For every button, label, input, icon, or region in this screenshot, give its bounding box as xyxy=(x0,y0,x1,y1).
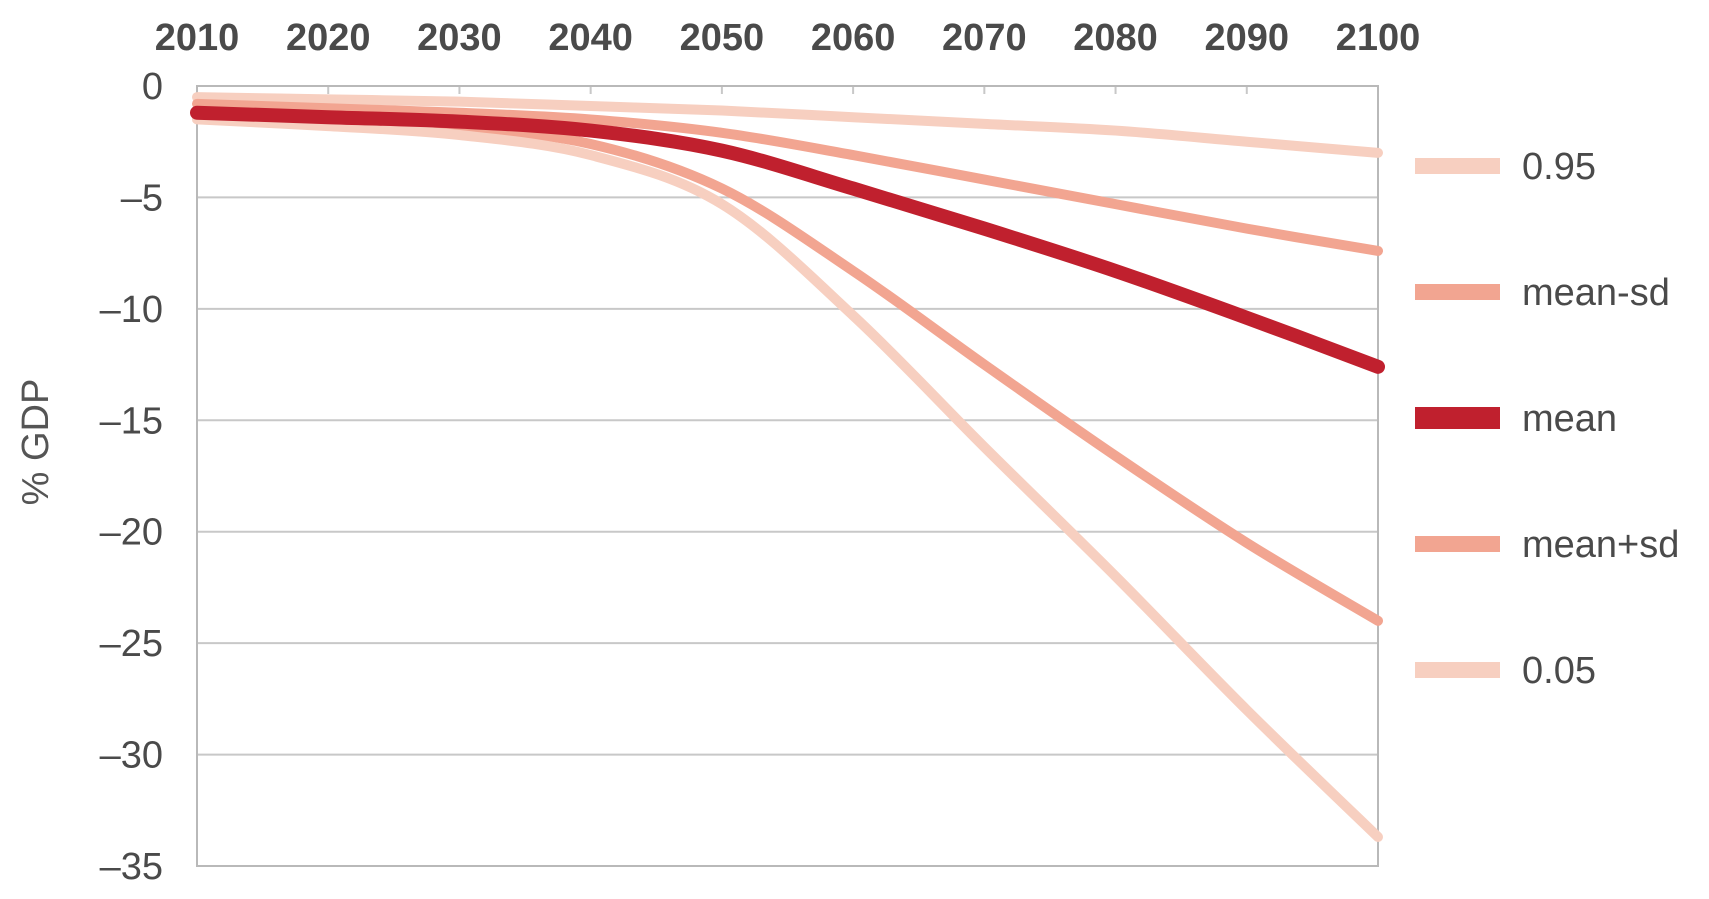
x-tick-label-2020: 2020 xyxy=(286,17,371,59)
legend-label-mean: mean xyxy=(1522,398,1617,440)
y-tick-label-6: –30 xyxy=(100,735,163,777)
x-tick-label-2060: 2060 xyxy=(811,17,896,59)
legend-item-mean: mean xyxy=(1415,398,1617,440)
legend: 0.95 mean-sd mean mean+sd 0.05 xyxy=(1415,146,1679,692)
x-tick-label-2090: 2090 xyxy=(1205,17,1290,59)
x-tick-label-2070: 2070 xyxy=(942,17,1027,59)
legend-label-mean-sd: mean-sd xyxy=(1522,272,1670,314)
x-tick-labels: 2010 2020 2030 2040 2050 2060 2070 2080 2090 2100 xyxy=(155,17,1421,59)
x-tick-label-2050: 2050 xyxy=(680,17,765,59)
y-tick-label-3: –15 xyxy=(100,400,163,442)
y-tick-label-2: –10 xyxy=(100,289,163,331)
x-tick-label-2010: 2010 xyxy=(155,17,240,59)
y-axis-label: % GDP xyxy=(15,379,57,506)
legend-item-0-05: 0.05 xyxy=(1415,650,1596,692)
x-tick-label-2100: 2100 xyxy=(1336,17,1421,59)
series-lines xyxy=(190,92,1385,843)
legend-item-mean-sd: mean-sd xyxy=(1415,272,1670,314)
plot-frame xyxy=(196,85,1379,867)
series-line-0-05 xyxy=(192,114,1383,843)
series-line-mean-sd xyxy=(192,98,1383,256)
gridlines xyxy=(196,85,1379,867)
y-tick-label-0: 0 xyxy=(142,66,163,108)
x-tick-label-2080: 2080 xyxy=(1073,17,1158,59)
y-tick-labels: 0 –5 –10 –15 –20 –25 –30 –35 xyxy=(100,66,163,888)
y-tick-label-7: –35 xyxy=(100,846,163,888)
legend-item-mean-sd: mean+sd xyxy=(1415,524,1679,566)
legend-label-0-95: 0.95 xyxy=(1522,146,1596,188)
legend-label-mean-sd: mean+sd xyxy=(1522,524,1679,566)
y-tick-label-5: –25 xyxy=(100,623,163,665)
x-tick-label-2040: 2040 xyxy=(548,17,633,59)
y-tick-label-1: –5 xyxy=(121,177,163,219)
series-line-0-95 xyxy=(192,92,1383,158)
series-line-mean xyxy=(190,105,1385,374)
legend-label-0-05: 0.05 xyxy=(1522,650,1596,692)
plot-border xyxy=(196,85,1379,867)
legend-item-0-95: 0.95 xyxy=(1415,146,1596,188)
y-tick-label-4: –20 xyxy=(100,512,163,554)
x-tick-label-2030: 2030 xyxy=(417,17,502,59)
series-line-mean-sd xyxy=(192,112,1383,626)
